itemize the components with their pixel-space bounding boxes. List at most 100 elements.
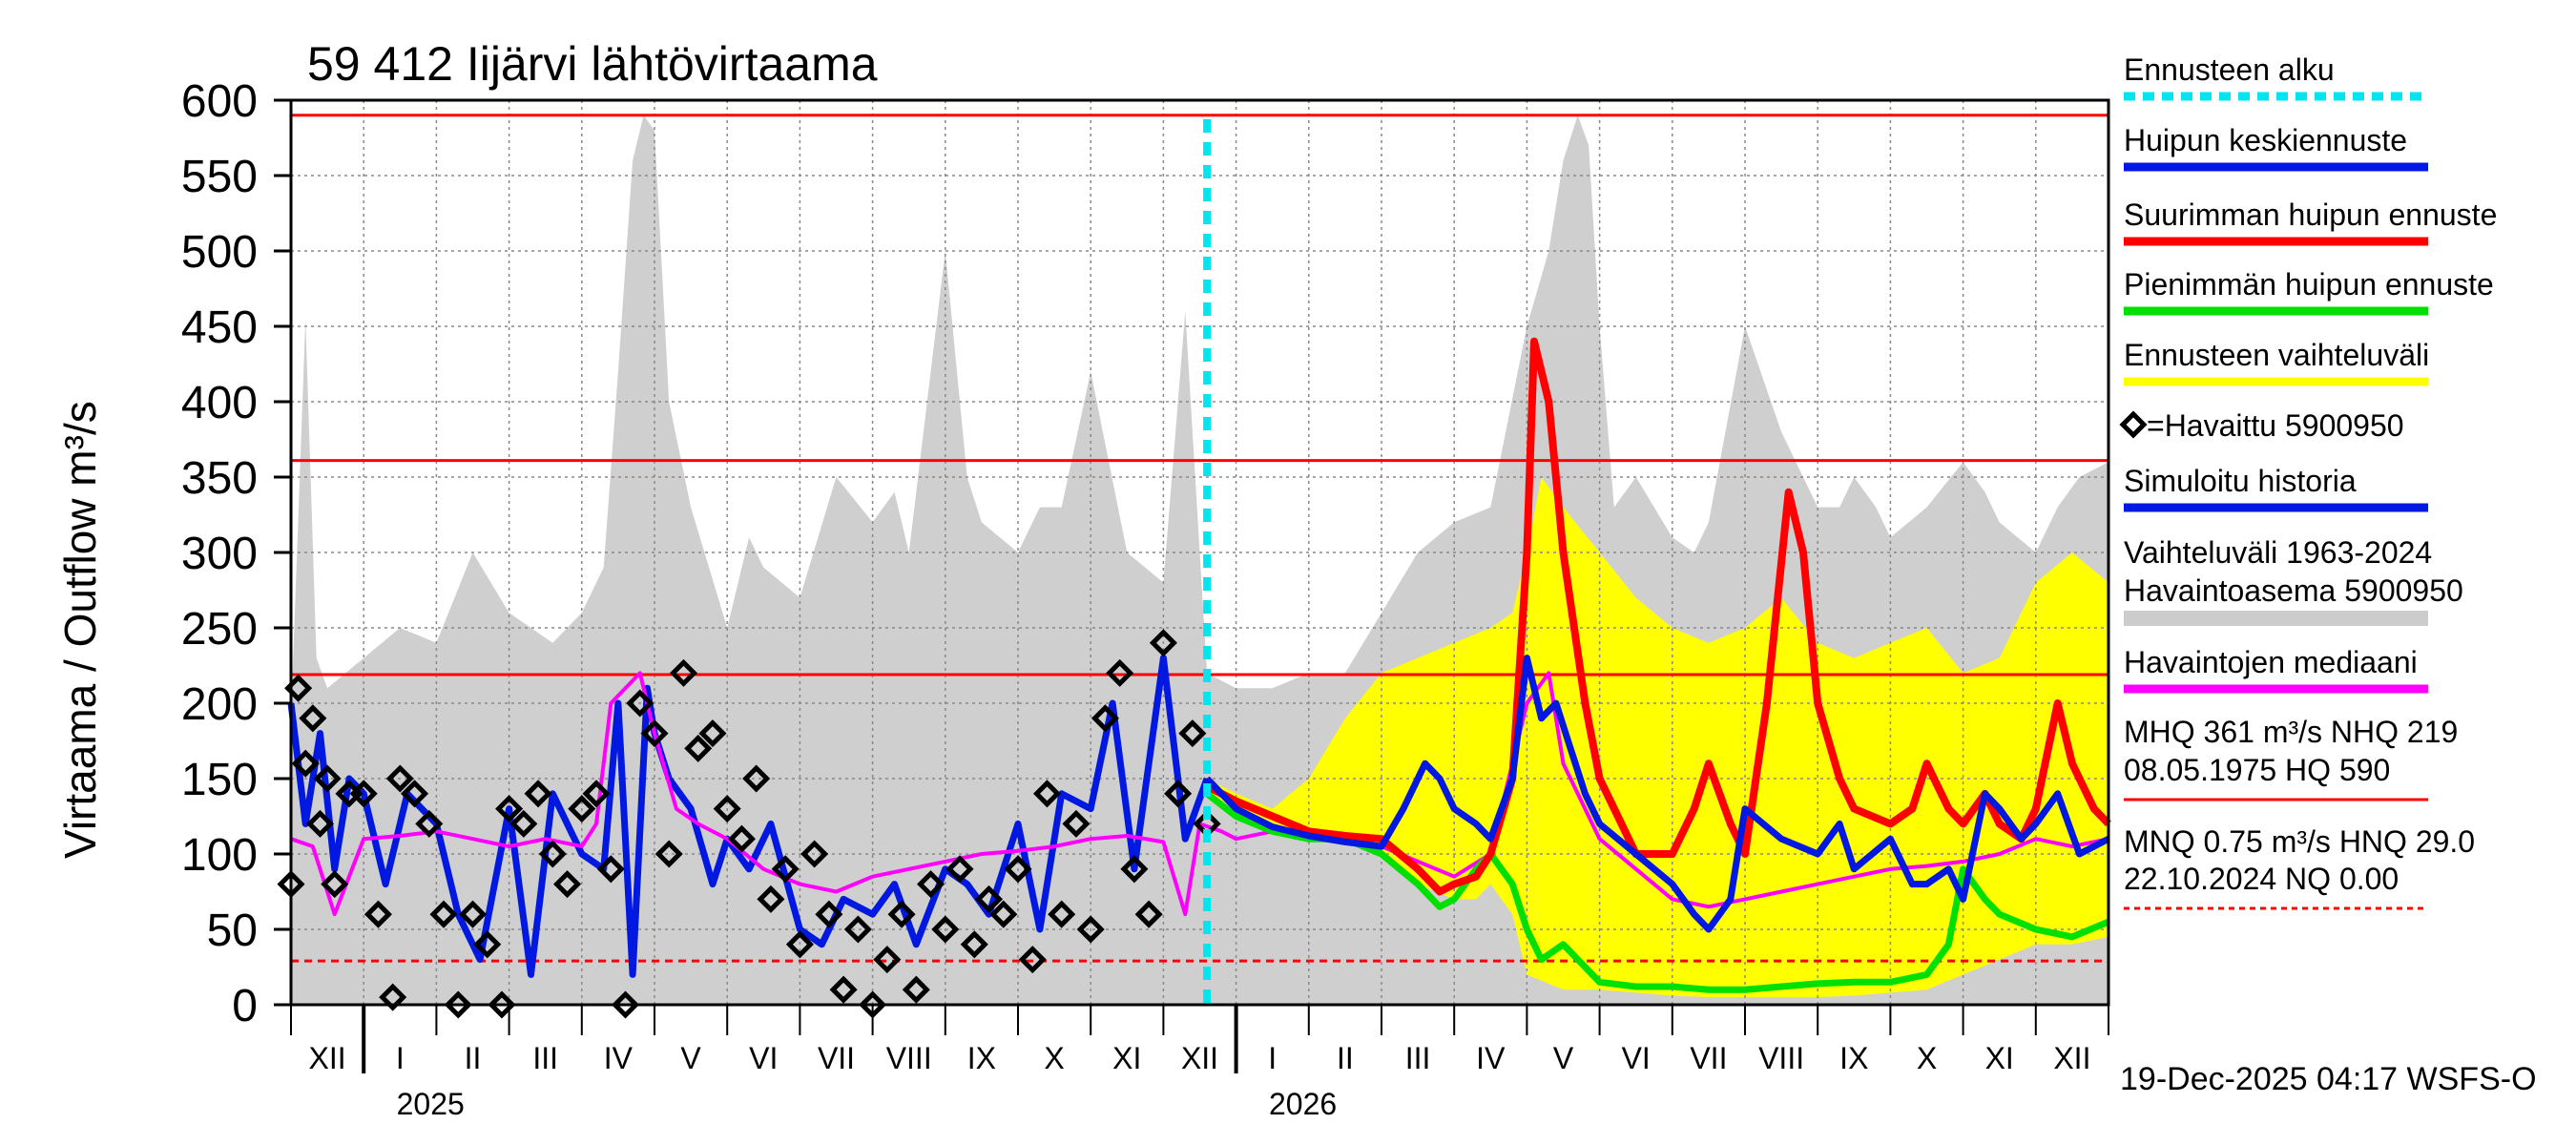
observed-point (626, 689, 654, 718)
observed-point (509, 809, 538, 838)
footer-timestamp: 19-Dec-2025 04:17 WSFS-O (2120, 1061, 2537, 1097)
observed-point (1091, 704, 1119, 733)
observed-point (379, 983, 407, 1011)
observed-point (1018, 946, 1047, 974)
x-month-label: I (396, 1041, 405, 1075)
x-month-label: I (1268, 1041, 1277, 1075)
y-axis-label: Virtaama / Outflow m³/s (55, 401, 105, 859)
y-tick-label: 550 (181, 152, 258, 202)
mean-peak-forecast-line (1204, 655, 2110, 933)
observed-point (1106, 658, 1134, 687)
observed-point (596, 855, 625, 884)
legend: Ennusteen alku Huipun keskiennuste Suurimm… (2119, 52, 2497, 910)
observed-point (488, 990, 516, 1019)
x-month-label: II (465, 1041, 482, 1075)
x-month-label: VII (1690, 1041, 1727, 1075)
y-tick-label: 0 (232, 981, 258, 1031)
observed-point (582, 780, 611, 808)
legend-label: Havaintojen mediaani (2124, 645, 2418, 679)
observed-point (771, 855, 800, 884)
y-tick-label: 400 (181, 378, 258, 428)
x-month-label: III (532, 1041, 558, 1075)
observed-point (349, 780, 378, 808)
y-tick-label: 450 (181, 302, 258, 353)
x-month-label: VIII (886, 1041, 932, 1075)
x-month-label: VI (1622, 1041, 1651, 1075)
y-tick-label: 100 (181, 830, 258, 881)
x-month-label: XII (309, 1041, 346, 1075)
y-tick-label: 600 (181, 76, 258, 127)
observed-point (364, 900, 392, 928)
x-month-label: XI (1985, 1041, 2014, 1075)
stats-text: MHQ 361 m³/s NHQ 219 (2124, 715, 2458, 749)
observed-point (873, 946, 902, 974)
observed-point (524, 780, 552, 808)
observed-point (800, 840, 829, 868)
observed-point (1149, 629, 1177, 657)
observed-point (785, 930, 814, 959)
x-month-label: VII (818, 1041, 855, 1075)
observed-point (458, 900, 488, 928)
observed-point (321, 870, 349, 899)
observed-point (960, 930, 988, 959)
x-month-label: IV (1476, 1041, 1506, 1075)
observed-point (684, 734, 713, 762)
observed-point (742, 764, 771, 793)
x-month-label: III (1405, 1041, 1431, 1075)
legend-label: Pienimmän huipun ennuste (2124, 267, 2494, 302)
x-month-label: X (1917, 1041, 1937, 1075)
observed-point (829, 975, 858, 1004)
observed-point (1032, 780, 1062, 808)
observed-point (887, 900, 916, 928)
observed-point (299, 704, 327, 733)
observed-point (1178, 719, 1207, 748)
legend-label: Ennusteen alku (2124, 52, 2335, 87)
x-month-label: VI (749, 1041, 778, 1075)
observed-point (902, 975, 930, 1004)
observed-point (415, 809, 444, 838)
observed-point (495, 795, 524, 823)
y-tick-label: 500 (181, 227, 258, 278)
y-tick-label: 350 (181, 453, 258, 504)
legend-label: Vaihteluväli 1963-2024 (2124, 535, 2432, 570)
x-month-label: V (1553, 1041, 1574, 1075)
observed-point (473, 930, 502, 959)
legend-label: =Havaittu 5900950 (2147, 408, 2404, 443)
observed-point (553, 870, 582, 899)
observed-point (989, 900, 1018, 928)
observed-point (1062, 809, 1091, 838)
median-line (290, 671, 2109, 917)
x-year-label: 2026 (1269, 1087, 1337, 1121)
legend-marker-observed (2119, 410, 2148, 439)
observed-point (1004, 855, 1032, 884)
observed-point (640, 719, 669, 748)
observed-point (931, 915, 960, 944)
observed-point (1048, 900, 1076, 928)
observed-point (305, 809, 335, 838)
observed-point (611, 990, 640, 1019)
x-month-label: VIII (1758, 1041, 1804, 1075)
observed-point (654, 840, 683, 868)
observed-point (1076, 915, 1105, 944)
y-tick-label: 250 (181, 604, 258, 655)
y-tick-label: 50 (207, 906, 258, 956)
y-tick-label: 150 (181, 755, 258, 805)
chart-title: 59 412 Iijärvi lähtövirtaama (307, 37, 878, 91)
observed-point (401, 780, 429, 808)
stats-text: 08.05.1975 HQ 590 (2124, 753, 2390, 787)
x-month-label: II (1337, 1041, 1354, 1075)
x-month-label: IX (1839, 1041, 1868, 1075)
legend-label: Huipun keskiennuste (2124, 123, 2407, 157)
x-year-label: 2025 (397, 1087, 465, 1121)
x-month-label: XI (1112, 1041, 1141, 1075)
observed-point (757, 885, 785, 913)
observed-point (917, 870, 945, 899)
observed-point (444, 990, 472, 1019)
observed-point (815, 900, 843, 928)
observed-point (291, 749, 320, 778)
observed-point (945, 855, 974, 884)
legend-label: Havaintoasema 5900950 (2124, 573, 2463, 608)
x-month-label: V (680, 1041, 701, 1075)
